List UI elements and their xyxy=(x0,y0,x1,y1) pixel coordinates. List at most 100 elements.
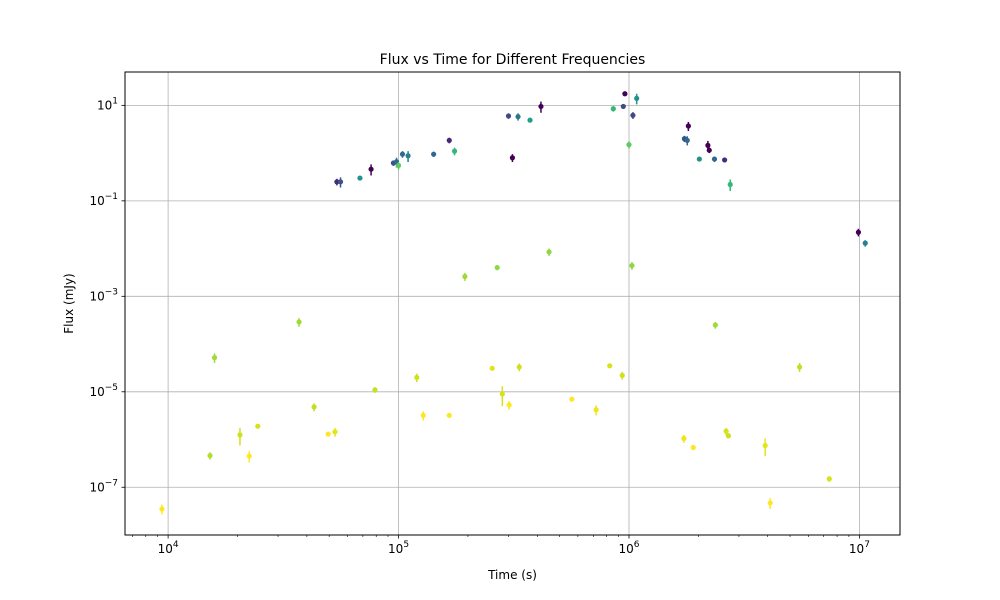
point-marker xyxy=(446,137,452,143)
point-marker xyxy=(634,95,640,101)
y-tick-label-exponent: −5 xyxy=(105,383,118,393)
point-marker xyxy=(722,157,728,163)
y-tick-label: 10−7 xyxy=(89,478,118,494)
x-tick-label-base: 10 xyxy=(618,542,633,556)
y-tick-label-exponent: 1 xyxy=(112,96,118,106)
data-point xyxy=(619,371,625,380)
point-marker xyxy=(405,153,411,159)
point-marker xyxy=(725,433,731,439)
data-point xyxy=(690,444,696,451)
point-marker xyxy=(626,142,632,148)
point-marker xyxy=(610,106,616,112)
point-marker xyxy=(255,423,261,429)
point-marker xyxy=(332,429,338,435)
data-point xyxy=(696,156,702,162)
data-point xyxy=(334,178,340,186)
y-tick-label-base: 10 xyxy=(97,98,112,112)
y-tick-label: 10−3 xyxy=(89,287,118,303)
point-marker xyxy=(546,249,552,255)
point-marker xyxy=(325,431,331,437)
data-point xyxy=(509,154,516,163)
data-point xyxy=(431,151,437,157)
plot-frame xyxy=(124,71,901,536)
data-point xyxy=(372,387,378,393)
data-point xyxy=(325,431,331,437)
point-marker xyxy=(685,123,691,129)
point-marker xyxy=(337,179,344,185)
data-point xyxy=(451,147,458,156)
x-tick-label-exponent: 5 xyxy=(403,540,409,550)
data-point xyxy=(796,363,803,372)
point-marker xyxy=(826,476,832,482)
y-tick-label-exponent: −7 xyxy=(105,478,118,488)
point-marker xyxy=(767,500,773,506)
point-marker xyxy=(684,137,690,143)
point-marker xyxy=(395,162,402,169)
point-marker xyxy=(446,412,452,419)
x-tick-label-exponent: 4 xyxy=(173,540,179,550)
data-point xyxy=(762,438,768,457)
point-marker xyxy=(246,453,252,459)
point-marker xyxy=(622,91,628,97)
point-marker xyxy=(414,374,420,381)
point-marker xyxy=(207,453,213,459)
data-point xyxy=(593,405,599,416)
point-marker xyxy=(296,319,302,325)
data-point xyxy=(723,427,729,435)
point-marker xyxy=(451,148,458,154)
point-marker xyxy=(620,103,626,110)
data-point xyxy=(211,353,218,364)
y-tick-label: 101 xyxy=(97,96,118,112)
point-marker xyxy=(372,387,378,393)
data-point xyxy=(337,177,344,188)
point-marker xyxy=(494,264,500,271)
data-point xyxy=(405,151,411,163)
data-point xyxy=(506,401,512,410)
point-marker xyxy=(505,113,512,119)
data-points xyxy=(159,91,868,515)
data-point xyxy=(494,264,500,271)
data-point xyxy=(767,498,773,510)
point-marker xyxy=(489,365,495,371)
point-marker xyxy=(527,117,533,123)
data-point xyxy=(725,433,731,439)
x-tick-label: 106 xyxy=(618,540,639,556)
data-point xyxy=(414,373,420,383)
data-point xyxy=(711,156,718,163)
point-marker xyxy=(629,262,635,269)
data-point xyxy=(620,103,626,110)
point-marker xyxy=(690,444,696,451)
data-point xyxy=(311,403,317,412)
point-marker xyxy=(681,435,687,442)
point-marker xyxy=(862,240,868,246)
data-point xyxy=(395,162,402,170)
grid xyxy=(125,72,900,535)
data-point xyxy=(862,240,868,247)
x-tick-label: 107 xyxy=(849,540,870,556)
x-tick-label-exponent: 6 xyxy=(634,540,640,550)
x-axis-label: Time (s) xyxy=(487,568,537,582)
point-marker xyxy=(399,151,406,157)
data-point xyxy=(727,179,733,192)
point-marker xyxy=(368,166,374,172)
data-point xyxy=(684,136,690,146)
point-marker xyxy=(696,156,702,162)
data-point xyxy=(569,396,575,402)
point-marker xyxy=(630,112,636,118)
x-tick-label: 105 xyxy=(388,540,409,556)
data-point xyxy=(399,151,406,158)
point-marker xyxy=(516,364,522,370)
y-tick-label: 10−5 xyxy=(89,383,118,399)
data-point xyxy=(246,451,252,463)
point-marker xyxy=(569,396,575,402)
data-point xyxy=(685,121,691,132)
y-tick-label-exponent: −3 xyxy=(105,287,118,297)
point-marker xyxy=(723,428,729,434)
point-marker xyxy=(159,506,165,512)
point-marker xyxy=(237,432,243,438)
x-tick-label-exponent: 7 xyxy=(864,540,870,550)
x-tick-label: 104 xyxy=(158,540,179,556)
data-point xyxy=(332,427,338,437)
